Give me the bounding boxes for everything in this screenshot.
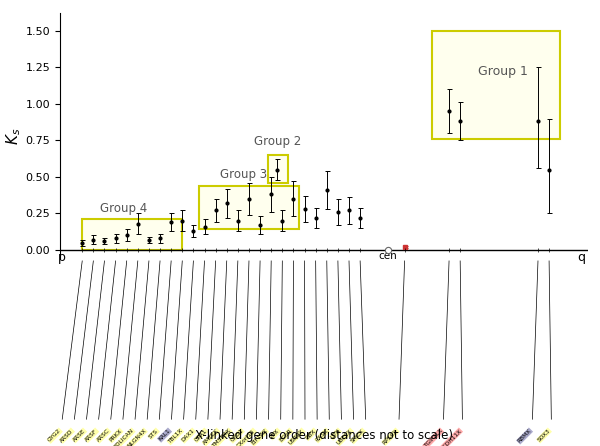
FancyBboxPatch shape xyxy=(199,186,299,230)
Text: DAX1: DAX1 xyxy=(181,428,196,443)
Text: p: p xyxy=(58,252,65,264)
Text: EIF1AX: EIF1AX xyxy=(251,428,269,446)
Text: Group 4: Group 4 xyxy=(100,202,147,215)
Text: ARSE: ARSE xyxy=(72,428,86,443)
Text: CXorf15: CXorf15 xyxy=(236,428,256,446)
Text: UBE1X: UBE1X xyxy=(336,428,353,446)
Text: ARSC: ARSC xyxy=(96,428,111,443)
FancyBboxPatch shape xyxy=(82,219,182,250)
Text: Group 3: Group 3 xyxy=(220,168,267,181)
Text: USP9X: USP9X xyxy=(288,428,305,446)
Text: NLGN4X: NLGN4X xyxy=(126,428,147,446)
Text: q: q xyxy=(577,252,585,264)
Text: TMSB4X: TMSB4X xyxy=(212,428,232,446)
FancyBboxPatch shape xyxy=(268,155,288,183)
Y-axis label: $K_s$: $K_s$ xyxy=(4,128,23,145)
FancyBboxPatch shape xyxy=(433,31,560,139)
Text: STS: STS xyxy=(148,428,160,439)
Text: RBMX: RBMX xyxy=(517,428,532,444)
Text: Group 1: Group 1 xyxy=(478,66,527,78)
Text: PCDH11X: PCDH11X xyxy=(439,428,463,446)
Text: CASK: CASK xyxy=(314,428,329,443)
Text: ARSD: ARSD xyxy=(59,428,74,443)
Text: ZFX: ZFX xyxy=(269,428,281,440)
Text: ADLICAN: ADLICAN xyxy=(113,428,135,446)
Text: TGIF2LX: TGIF2LX xyxy=(423,428,443,446)
Text: OPA1: OPA1 xyxy=(193,428,208,443)
Text: OFD1: OFD1 xyxy=(229,428,244,443)
Text: AMELX: AMELX xyxy=(202,428,220,446)
Text: KAL1: KAL1 xyxy=(158,428,172,442)
Text: UTX: UTX xyxy=(329,428,341,440)
Text: ARSF: ARSF xyxy=(85,428,98,442)
Text: X-linked gene order (distances not to scale): X-linked gene order (distances not to sc… xyxy=(195,429,453,442)
Text: SMCX: SMCX xyxy=(350,428,365,444)
Text: TBL1X: TBL1X xyxy=(167,428,184,445)
Text: PRKX: PRKX xyxy=(109,428,123,443)
Text: BCoR: BCoR xyxy=(278,428,293,443)
Text: GYG2: GYG2 xyxy=(47,428,62,443)
Text: RPS4X: RPS4X xyxy=(382,428,399,445)
Text: DBX: DBX xyxy=(305,428,317,441)
Text: Group 2: Group 2 xyxy=(254,135,301,148)
Text: SOX3: SOX3 xyxy=(536,428,551,443)
Text: cen: cen xyxy=(379,252,397,261)
